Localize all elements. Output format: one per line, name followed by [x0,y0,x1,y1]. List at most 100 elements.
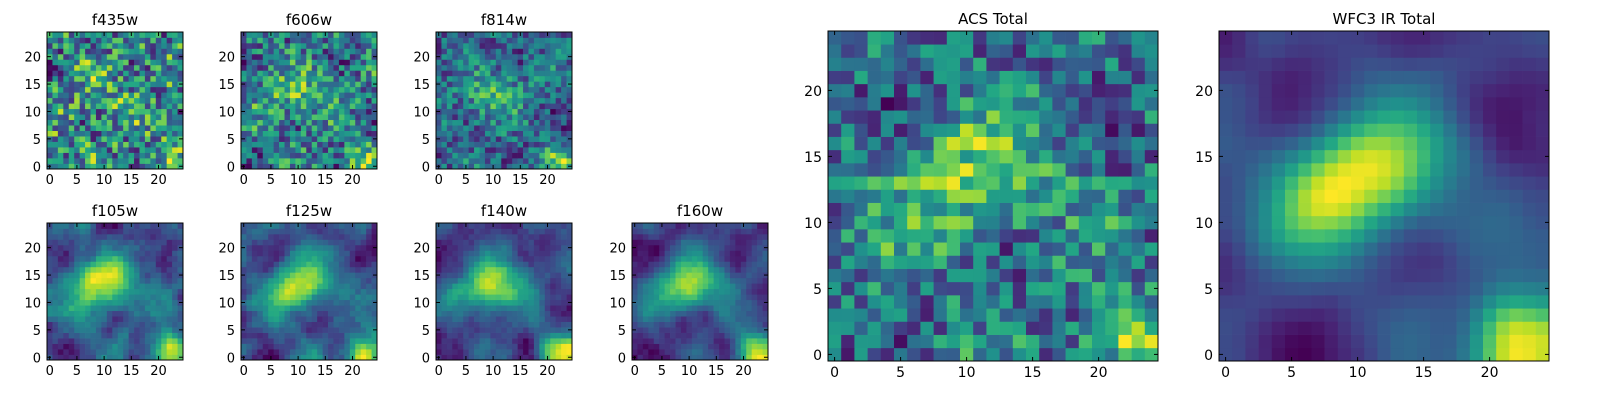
heatmap-cell [295,81,302,88]
heatmap-cell [986,163,1000,177]
x-tick-label: 0 [46,173,54,188]
heatmap-cell [322,233,329,240]
heatmap-cell [246,343,253,350]
heatmap-cell [268,42,274,49]
heatmap-cell [338,97,345,104]
heatmap-cell [463,97,469,104]
heatmap-cell [501,125,508,131]
heatmap-cell [479,59,486,66]
heatmap-cell [74,48,80,55]
heatmap-cell [533,86,540,93]
heatmap-cell [112,223,119,229]
heatmap-cell [262,103,269,110]
heatmap-cell [79,228,86,235]
heatmap-cell [95,250,102,257]
heatmap-cell [177,250,184,257]
heatmap-cell [648,310,655,317]
heatmap-cell [251,288,258,295]
heatmap-cell [300,97,307,104]
heatmap-cell [1065,321,1080,335]
heatmap-cell [95,163,102,170]
heatmap-cell [517,114,524,121]
heatmap-cell [306,272,313,279]
heatmap-cell [555,103,562,110]
heatmap-cell [686,294,693,301]
heatmap-cell [90,338,97,344]
heatmap-cell [328,97,334,104]
heatmap-cell [79,321,86,328]
heatmap-cell [501,223,508,229]
heatmap-cell [506,233,513,240]
heatmap-cell [664,299,671,306]
heatmap-cell [880,215,895,230]
heatmap-cell [241,321,247,328]
heatmap-cell [123,136,129,142]
heatmap-cell [68,288,75,295]
heatmap-cell [251,354,258,361]
x-tick-label: 5 [267,364,275,379]
heatmap-cell [166,310,173,317]
heatmap-cell [112,114,119,121]
heatmap-cell [273,272,280,279]
heatmap-cell [139,244,146,251]
heatmap-cell [506,228,513,235]
heatmap-cell [257,223,264,229]
heatmap-cell [338,288,345,295]
heatmap-cell [349,108,356,115]
heatmap-cell [533,255,540,262]
heatmap-cell [144,266,151,273]
heatmap-cell [1131,268,1146,283]
heatmap-cell [177,32,184,38]
heatmap-cell [161,266,168,273]
heatmap-cell [284,97,291,104]
heatmap-cell [719,255,725,262]
heatmap-cell [161,294,168,301]
heatmap-cell [333,255,340,262]
heatmap-cell [828,334,842,349]
heatmap-cell [490,338,497,344]
heatmap-cell [139,255,146,262]
heatmap-cell [57,250,64,257]
heatmap-cell [841,242,855,256]
heatmap-cell [68,321,75,328]
heatmap-cell [117,32,124,38]
heatmap-cell [490,349,497,355]
heatmap-cell [95,305,102,312]
heatmap-cell [106,53,113,60]
heatmap-cell [484,343,491,350]
heatmap-cell [273,152,280,159]
heatmap-cell [539,141,546,148]
heatmap-cell [106,305,113,312]
heatmap-cell [95,299,102,306]
heatmap-cell [355,37,362,44]
heatmap-cell [1039,189,1053,203]
heatmap-cell [317,321,323,328]
heatmap-cell [241,48,247,55]
heatmap-cell [333,223,340,229]
heatmap-cell [724,338,731,344]
heatmap-cell [106,272,113,279]
heatmap-cell [166,119,173,126]
heatmap-cell [501,32,508,38]
heatmap-cell [933,308,948,322]
heatmap-cell [262,310,269,317]
heatmap-cell [128,244,135,251]
heatmap-cell [457,97,464,104]
heatmap-cell [295,59,302,66]
heatmap-cell [1105,308,1119,322]
heatmap-cell [555,64,562,71]
heatmap-cell [295,316,302,322]
heatmap-cell [338,92,345,99]
heatmap-cell [360,32,367,38]
heatmap-cell [68,108,75,115]
heatmap-cell [555,48,562,55]
heatmap-cell [311,343,318,350]
heatmap-cell [501,228,508,235]
heatmap-cell [746,294,753,301]
heatmap-cell [279,130,285,137]
heatmap-cell [85,239,91,246]
heatmap-cell [47,305,53,312]
y-tick-label: 0 [227,160,235,175]
heatmap-cell [155,233,162,240]
heatmap-cell [90,119,97,126]
